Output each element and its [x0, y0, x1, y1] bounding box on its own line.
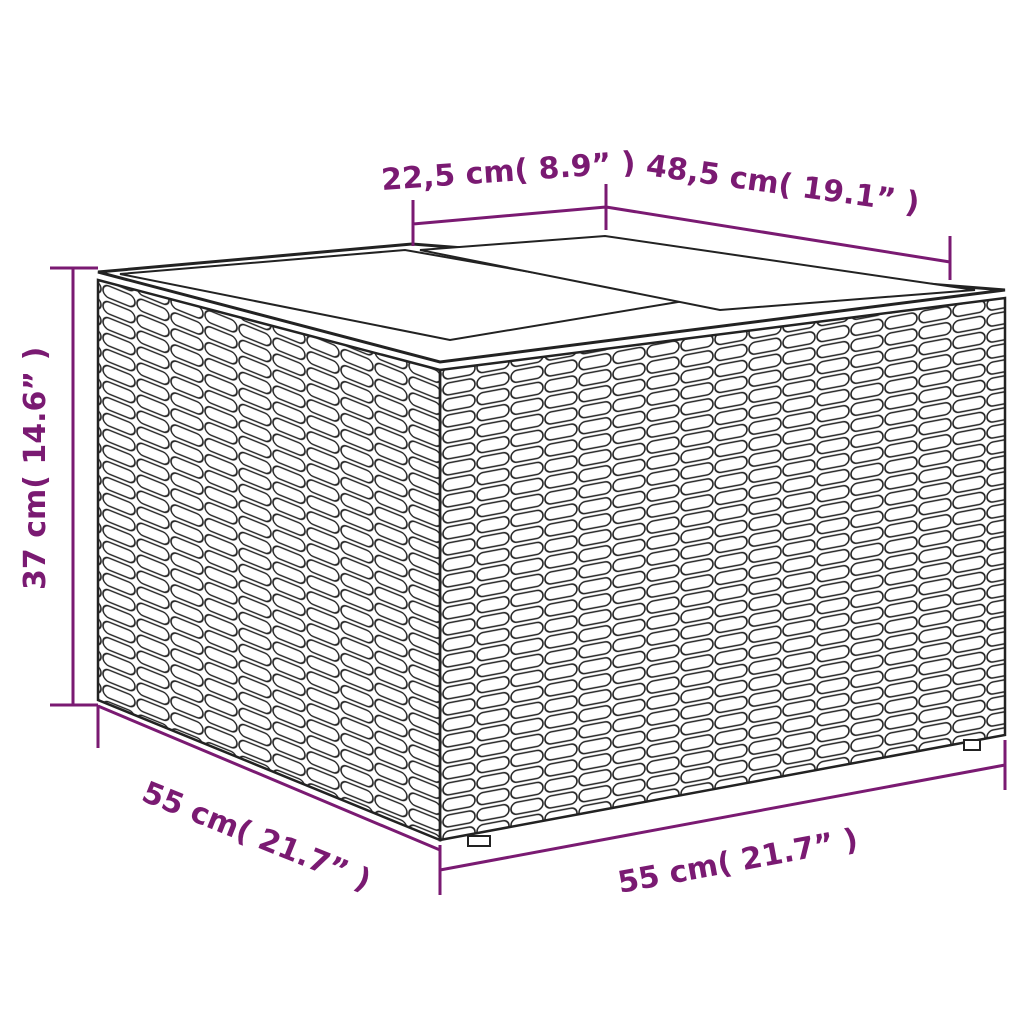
top-right-dimension-line [605, 205, 952, 280]
height-dimension-label: 37 cm( 14.6” ) [18, 347, 53, 590]
glass-panel-right [419, 234, 976, 312]
width-dimension-label: 55 cm( 21.7” ) [615, 822, 861, 901]
left-face [96, 278, 442, 842]
right-face [438, 296, 1007, 842]
width-dimension-line [439, 740, 1007, 872]
wicker-table [96, 234, 1007, 847]
foot [467, 835, 491, 847]
height-dimension-line [50, 266, 98, 707]
dimension-lines [50, 184, 1007, 895]
foot [963, 739, 981, 751]
top-right-dimension-label: 48,5 cm( 19.1” ) [644, 148, 922, 221]
top-left-dimension-label: 22,5 cm( 8.9” ) [380, 145, 637, 198]
